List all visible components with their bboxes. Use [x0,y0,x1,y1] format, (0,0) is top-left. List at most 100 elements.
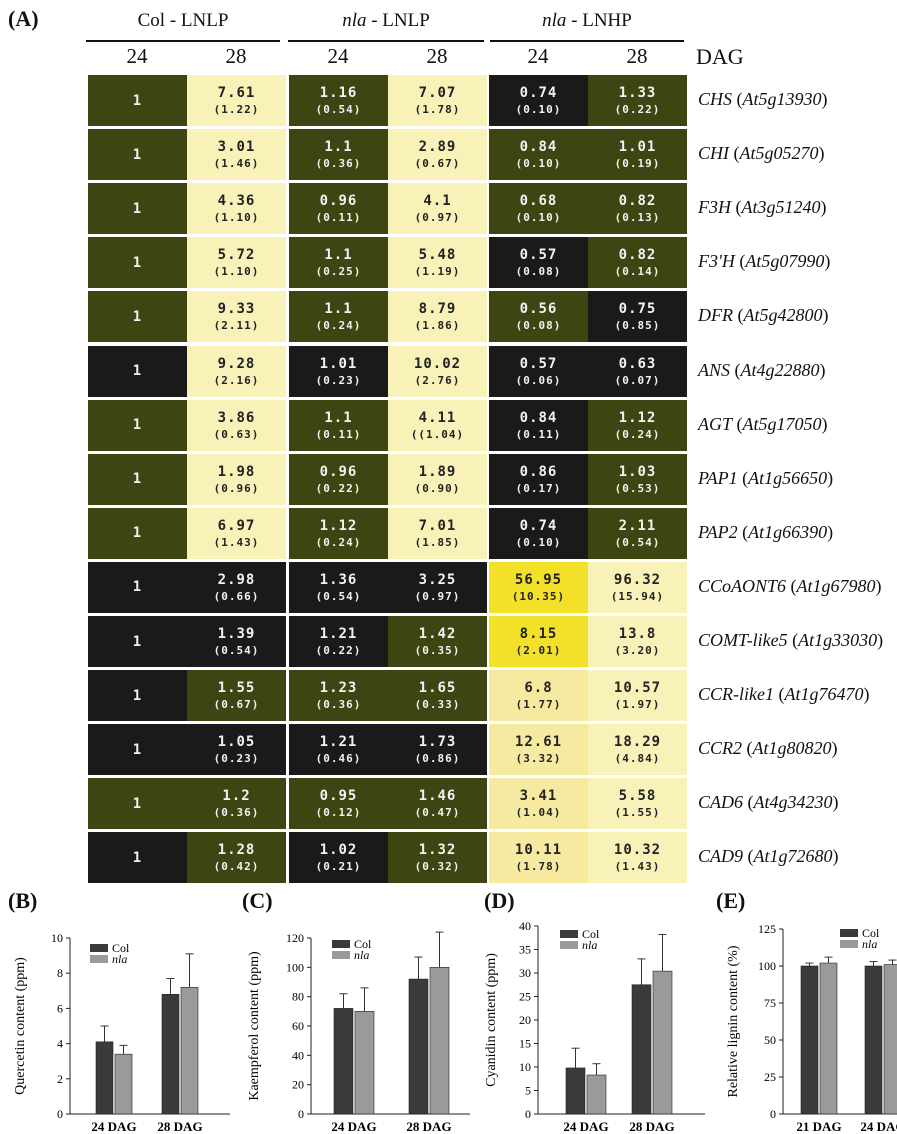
cell-value: 1.42 [418,626,457,642]
y-tick-label: 0 [57,1107,63,1121]
cell-sd: (0.54) [614,535,661,549]
heatmap-cell: 0.68 (0.10) [489,183,588,235]
heatmap-cell: 13.8 (3.20) [588,616,687,667]
cell-value: 1.1 [324,247,353,264]
cell-value: 0.57 [519,355,558,372]
gene-label: F3'H (At5g07990) [698,251,831,272]
cell-value: 9.33 [217,301,256,318]
cell-value: 1.36 [319,571,358,588]
cell-sd: (0.42) [213,860,260,874]
group-header: nla - LNLP [342,10,430,31]
group-underline [86,40,280,42]
heatmap-cell: 1.03 (0.53) [588,453,687,505]
heatmap-cell: 9.33 (2.11) [187,291,286,343]
heatmap-cell: 1.33 (0.22) [588,75,687,126]
bar [652,970,673,1115]
bar [429,967,450,1115]
heatmap-cell: 3.41 (1.04) [489,778,588,830]
column-header: 28 [225,44,247,68]
cell-sd: (0.86) [414,752,461,766]
heatmap-cell: 1.42 (0.35) [388,616,487,667]
cell-sd: (0.54) [315,103,362,116]
cell-sd: (0.22) [315,644,362,657]
cell-value: 1.21 [319,734,358,751]
cell-sd: (0.22) [614,103,661,116]
cell-sd: (3.32) [515,752,562,766]
cell-sd: (1.10) [213,211,260,225]
heatmap-cell: 8.79 (1.86) [388,291,487,343]
cell-value: 0.74 [519,85,558,101]
legend-label: nla [112,952,127,966]
panel-label-e: (E) [716,888,746,913]
heatmap-cell: 1 [88,561,187,613]
group-header: nla - LNHP [542,10,632,31]
y-tick-label: 75 [764,996,776,1010]
heatmap-cell: 1 [88,453,187,505]
heatmap-cell: 1.1 (0.24) [289,291,388,343]
cell-sd: (0.24) [315,535,362,549]
cell-value: 1.05 [217,734,256,751]
gene-label: AGT (At5g17050) [698,413,828,434]
heatmap-cell: 10.32 (1.43) [588,832,687,884]
cell-value: 0.96 [319,463,358,480]
heatmap-cell: 56.95 (10.35) [489,561,588,613]
cell-value: 2.98 [217,571,256,588]
cell-value: 10.57 [613,680,662,697]
heatmap-cell: 1.21 (0.22) [289,616,388,667]
heatmap-cell: 1.16 (0.54) [289,75,388,126]
gene-label: COMT-like5 (At1g33030) [698,630,884,650]
y-tick-label: 30 [519,966,531,980]
y-tick-label: 4 [57,1037,63,1051]
cell-value: 1.1 [324,139,353,156]
cell-value: 2.89 [418,139,457,156]
cell-value: 8.79 [418,301,457,318]
heatmap-cell: 4.36 (1.10) [187,183,286,235]
cell-sd: (0.24) [315,319,362,333]
cell-value: 1 [132,417,143,434]
legend-swatch [90,944,108,952]
cell-value: 1 [132,308,143,325]
heatmap-cell: 0.56 (0.08) [489,291,588,343]
cell-sd: (0.36) [315,698,362,712]
cell-value: 18.29 [613,734,662,751]
heatmap-cell: 0.84 (0.10) [489,129,588,181]
legend-label: nla [582,938,597,952]
heatmap-row: 1 3.86 (0.63) 1.1 (0.11) 4.11 ((1.04) 0.84 (0.11… [88,399,687,451]
gene-label: F3H (At3g51240) [698,197,827,218]
cell-sd: (0.90) [414,481,461,495]
bar [180,986,199,1115]
cell-sd: (0.17) [515,481,562,495]
cell-sd: (0.10) [515,211,562,225]
cell-value: 0.96 [319,193,358,210]
y-tick-label: 50 [764,1033,776,1047]
heatmap-cell: 0.74 (0.10) [489,507,588,559]
heatmap-row: 1 1.55 (0.67) 1.23 (0.36) 1.65 (0.33) 6.8 (1.77)… [88,670,687,722]
y-tick-label: 100 [758,959,776,973]
heatmap-cell: 0.75 (0.85) [588,291,687,343]
heatmap-cell: 1.36 (0.54) [289,561,388,613]
heatmap-row: 1 1.2 (0.36) 0.95 (0.12) 1.46 (0.47) 3.41 (1.04)… [88,778,687,830]
heatmap-cell: 8.15 (2.01) [489,616,588,667]
x-tick-label: 24 DAG [91,1119,136,1134]
legend-label: Col [112,941,130,955]
heatmap-cell: 1.01 (0.19) [588,129,687,181]
cell-sd: (0.67) [213,698,260,712]
legend-label: Col [582,927,600,941]
y-tick-label: 120 [286,931,304,945]
bar [95,1041,114,1115]
cell-sd: (2.11) [213,319,260,333]
heatmap-cell: 1.98 (0.96) [187,453,286,505]
gene-label: CCR2 (At1g80820) [698,738,838,759]
cell-value: 1.12 [618,409,657,426]
y-tick-label: 40 [292,1048,304,1062]
y-tick-label: 20 [292,1078,304,1092]
cell-value: 5.72 [217,247,256,264]
heatmap-cell: 1.1 (0.36) [289,129,388,181]
legend-swatch [840,940,858,948]
heatmap-cell: 5.72 (1.10) [187,237,286,289]
heatmap-cell: 12.61 (3.32) [489,724,588,776]
x-tick-label: 28 DAG [406,1119,451,1134]
cell-value: 3.01 [217,139,256,156]
cell-sd: (0.19) [614,157,661,171]
y-axis-label: Relative lignin content (%) [726,945,741,1097]
